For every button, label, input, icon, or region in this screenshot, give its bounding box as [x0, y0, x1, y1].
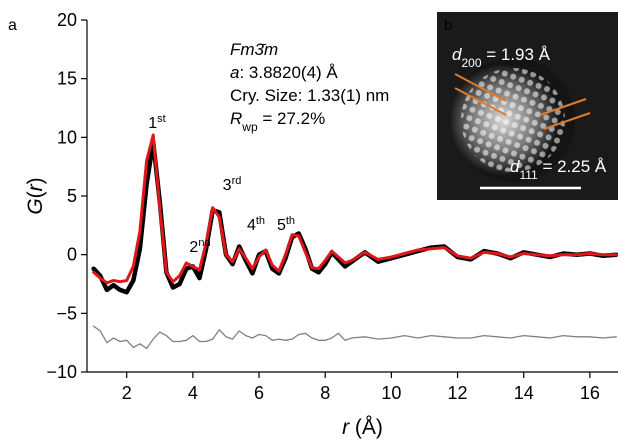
peak-label: 4th — [247, 215, 265, 234]
peak-label-part: rd — [232, 175, 242, 187]
peak-label-part: th — [286, 215, 295, 227]
peak-label-part: th — [256, 215, 265, 227]
peak-label-part: 4 — [247, 217, 256, 234]
fit-rwp: Rwp = 27.2% — [230, 109, 325, 134]
inset-d200-part: = 1.93 Å — [482, 45, 551, 64]
fit-rwp-part: wp — [241, 120, 258, 134]
x-axis-title: r (Å) — [342, 416, 383, 439]
peak-label-part: 1 — [148, 115, 157, 132]
y-axis-title-part: G — [24, 198, 47, 214]
x-tick-label: 14 — [514, 383, 534, 403]
peak-label-part: 3 — [223, 177, 232, 194]
peak-label-part: st — [157, 113, 166, 125]
x-tick-label: 16 — [580, 383, 600, 403]
y-tick-label: −10 — [46, 362, 77, 382]
fit-lattice-part: a — [230, 63, 239, 82]
series-line — [94, 326, 617, 348]
panel-label: a — [8, 17, 17, 34]
peak-label: 5th — [277, 215, 295, 234]
chart: −10−505101520246810121416 aG(r)r (Å)1st2… — [0, 0, 618, 440]
fit-space-group: Fm3̄m — [230, 40, 278, 59]
y-axis-title-part: ( — [24, 191, 47, 198]
fit-lattice-part: : 3.8820(4) Å — [239, 63, 338, 82]
y-tick-label: 15 — [57, 69, 77, 89]
x-tick-label: 2 — [122, 383, 132, 403]
fit-lattice: a: 3.8820(4) Å — [230, 63, 338, 82]
y-tick-label: 5 — [67, 186, 77, 206]
peak-label-part: nd — [198, 237, 210, 249]
fit-size-part: Cry. Size: 1.33(1) nm — [230, 86, 389, 105]
y-axis-title: G(r) — [24, 177, 47, 214]
inset-panel-label: b — [444, 17, 452, 34]
x-axis-title-part: (Å) — [349, 416, 383, 439]
peak-label: 1st — [148, 113, 165, 132]
x-tick-label: 4 — [188, 383, 198, 403]
y-tick-label: −5 — [56, 303, 77, 323]
inset-d111-part: = 2.25 Å — [538, 157, 607, 176]
y-tick-label: 0 — [67, 245, 77, 265]
x-tick-label: 8 — [320, 383, 330, 403]
x-tick-label: 6 — [254, 383, 264, 403]
fit-rwp-part: R — [230, 109, 242, 128]
x-tick-label: 10 — [381, 383, 401, 403]
fit-rwp-part: = 27.2% — [258, 109, 326, 128]
fit-size: Cry. Size: 1.33(1) nm — [230, 86, 389, 105]
y-tick-label: 10 — [57, 127, 77, 147]
x-tick-label: 12 — [448, 383, 468, 403]
inset-d200-part: 200 — [461, 56, 481, 70]
y-tick-label: 20 — [57, 10, 77, 30]
fit-space-group-part: Fm3̄m — [230, 40, 278, 59]
peak-label-part: 5 — [277, 217, 286, 234]
y-axis-title-part: ) — [24, 177, 47, 184]
peak-label-part: 2 — [189, 239, 198, 256]
inset-d111-part: 111 — [519, 168, 538, 182]
peak-label: 3rd — [223, 175, 242, 194]
